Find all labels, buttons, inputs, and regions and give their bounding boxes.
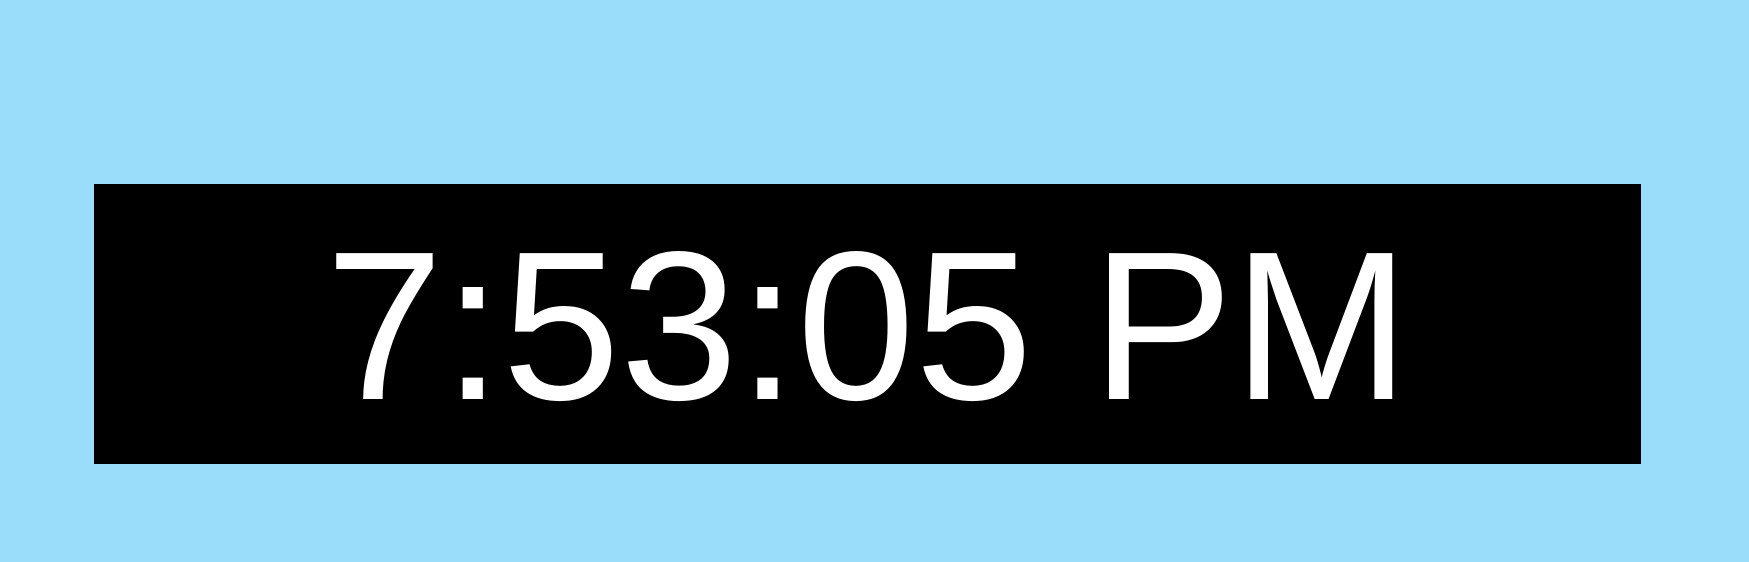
clock-display-panel: 7:53:05 PM [94,184,1641,464]
clock-time-text: 7:53:05 PM [325,207,1410,444]
